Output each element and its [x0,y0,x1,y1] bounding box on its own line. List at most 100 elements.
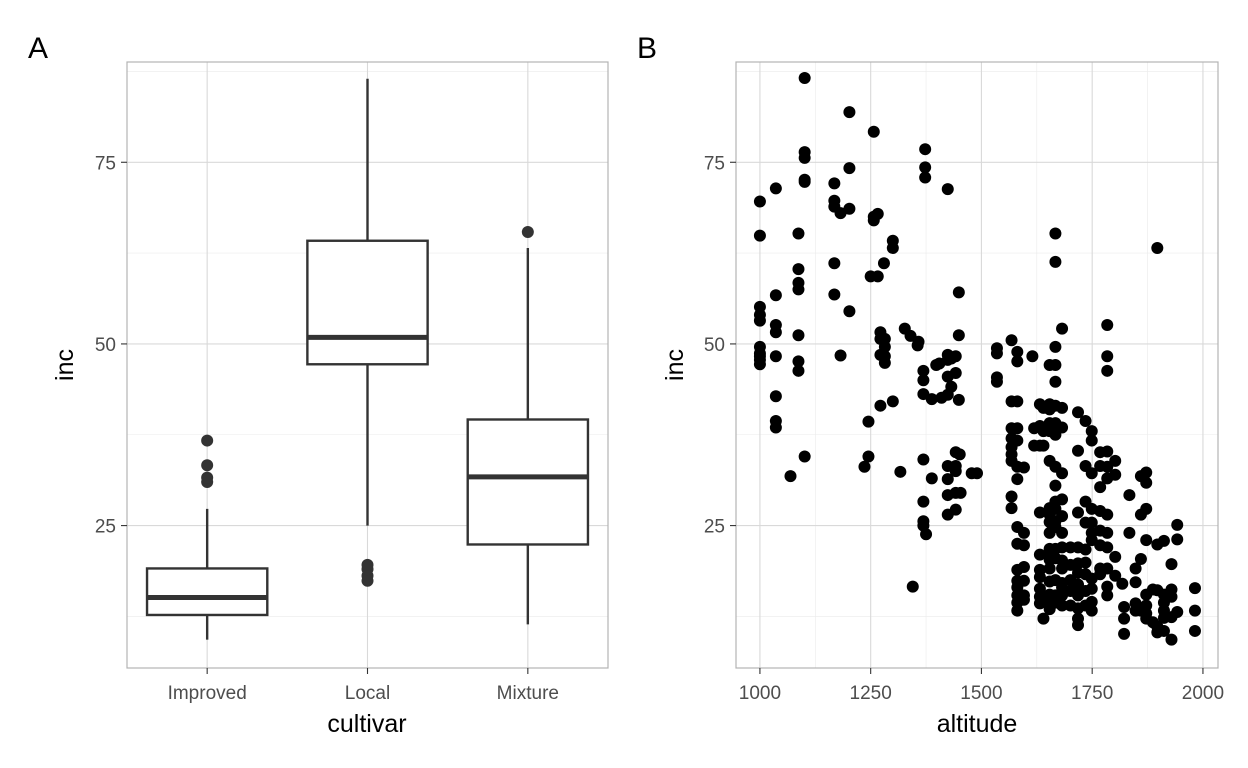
outlier-point [521,226,534,239]
panel-b-x-tick-label: 1750 [1071,683,1113,704]
scatter-point [949,465,962,478]
scatter-point [1109,569,1122,582]
scatter-point [1101,562,1114,575]
scatter-point [834,349,847,362]
scatter-point [1049,375,1062,388]
scatter-point [1188,582,1201,595]
scatter-point [952,393,965,406]
scatter-point [1033,597,1046,610]
scatter-point [1005,334,1018,347]
panel-b-x-axis-title: altitude [937,710,1018,738]
box-iqr [306,239,429,366]
scatter-point [1085,425,1098,438]
scatter-point [1101,580,1114,593]
scatter-point [1056,541,1069,554]
scatter-point [1056,493,1069,506]
scatter-point [769,390,782,403]
scatter-point [843,106,856,119]
scatter-point [1011,345,1024,358]
panel-a-boxes [145,78,590,640]
scatter-point [798,450,811,463]
panel-b-y-tick-label: 75 [704,153,725,174]
scatter-point [1085,595,1098,608]
scatter-point [1118,612,1131,625]
scatter-point [1072,406,1085,419]
scatter-point [843,202,856,215]
scatter-point [1056,467,1069,480]
scatter-point [1005,502,1018,515]
scatter-point [1171,518,1184,531]
panel-b-x-tick-label: 1500 [960,683,1002,704]
scatter-point [1171,606,1184,619]
panel-b-x-axis: 1000 1250 1500 1750 2000 [739,668,1224,704]
scatter-point [1129,562,1142,575]
panel-tag-b: B [637,32,657,65]
outlier-point [201,471,214,484]
panel-a-y-tick-label: 25 [95,517,116,538]
outlier-point [361,558,374,571]
panel-b-y-tick-label: 25 [704,517,725,538]
box-iqr [466,418,590,546]
scatter-point [1085,467,1098,480]
scatter-point [1085,434,1098,447]
scatter-point [1043,562,1056,575]
scatter-point [917,374,930,387]
scatter-point [920,528,933,541]
scatter-point [886,242,899,255]
scatter-point [792,364,805,377]
panel-tag-a: A [28,32,48,65]
scatter-point [1037,439,1050,452]
scatter-point [1017,561,1030,573]
scatter-point [1116,577,1129,590]
scatter-point [1101,589,1114,602]
scatter-point [828,288,841,301]
scatter-point [1079,414,1092,427]
scatter-point [1049,479,1062,492]
scatter-point [753,350,766,363]
scatter-point [1109,550,1122,563]
scatter-point [1079,556,1092,569]
scatter-point [867,125,880,138]
scatter-point [1094,481,1107,494]
scatter-point [792,227,805,240]
scatter-point [878,340,891,353]
scatter-point [919,171,932,184]
panel-a-y-tick-label: 75 [95,153,116,174]
panel-a-x-tick-label: Local [345,683,390,704]
panel-a-y-axis-title: inc [51,349,79,381]
scatter-point [1033,506,1046,519]
scatter-point [1011,473,1024,486]
scatter-point [792,329,805,342]
scatter-point [1017,593,1030,606]
scatter-point [1101,526,1114,539]
scatter-point [769,289,782,302]
panel-b-y-tick-label: 50 [704,335,725,356]
panel-b-scatter: B 25 50 75 1000 1250 1500 1750 2000 altitude i… [637,32,1224,738]
scatter-point [954,486,967,499]
box-mixture [466,226,590,625]
scatter-point [1005,490,1018,503]
scatter-point [949,350,962,363]
box-improved [145,434,269,640]
scatter-point [843,305,856,318]
scatter-point [941,473,954,486]
scatter-point [753,195,766,208]
scatter-point [753,229,766,242]
scatter-point [1140,534,1153,547]
scatter-point [1072,444,1085,457]
scatter-point [1011,395,1024,408]
scatter-point [925,393,938,406]
panel-a-y-axis: 25 50 75 [95,153,127,538]
scatter-point [828,257,841,270]
scatter-point [1171,533,1184,546]
scatter-point [1011,355,1024,368]
scatter-point [769,350,782,363]
scatter-point [1101,319,1114,332]
scatter-point [971,467,983,480]
scatter-point [912,335,925,348]
scatter-point [1118,627,1131,640]
scatter-point [862,415,875,428]
scatter-point [917,364,930,377]
scatter-point [1017,574,1030,587]
